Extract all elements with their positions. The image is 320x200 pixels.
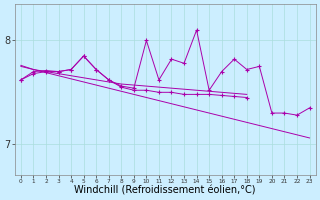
X-axis label: Windchill (Refroidissement éolien,°C): Windchill (Refroidissement éolien,°C): [75, 186, 256, 196]
